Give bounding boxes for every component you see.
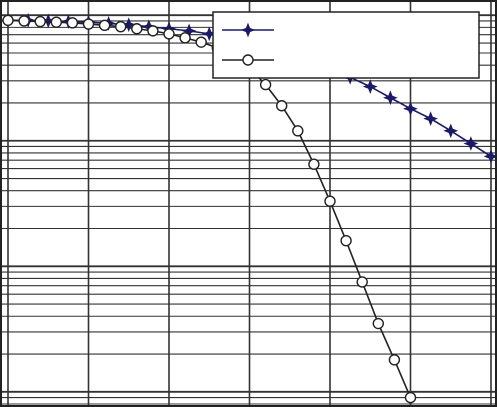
data-point (18, 15, 30, 27)
legend (212, 11, 480, 79)
data-point (340, 234, 352, 247)
data-point (423, 111, 438, 126)
data-point (483, 149, 497, 164)
legend-box (212, 11, 480, 79)
legend-marker (240, 22, 256, 38)
data-point (195, 36, 207, 48)
data-point (121, 17, 137, 33)
data-point (388, 354, 401, 366)
data-point (463, 136, 479, 151)
data-point (163, 28, 175, 40)
legend-item-2 (222, 54, 274, 66)
data-point (50, 16, 62, 28)
data-point (308, 158, 320, 170)
legend-marker (242, 54, 254, 66)
data-point (403, 101, 418, 117)
data-point (362, 79, 378, 94)
data-point (324, 195, 336, 207)
data-point (98, 19, 111, 32)
data-point (276, 100, 288, 112)
data-point (34, 15, 46, 28)
data-point (131, 23, 143, 35)
data-point (114, 20, 127, 33)
data-point (259, 78, 272, 91)
data-point (147, 25, 159, 37)
data-point (82, 18, 95, 30)
data-point (2, 14, 14, 27)
data-point (179, 32, 191, 44)
data-point (356, 276, 368, 288)
legend-item-1 (222, 22, 274, 38)
data-point (66, 17, 79, 29)
data-point (383, 90, 398, 106)
data-point (404, 391, 417, 404)
data-point (443, 123, 459, 139)
data-point (372, 317, 384, 330)
data-point (292, 125, 304, 137)
